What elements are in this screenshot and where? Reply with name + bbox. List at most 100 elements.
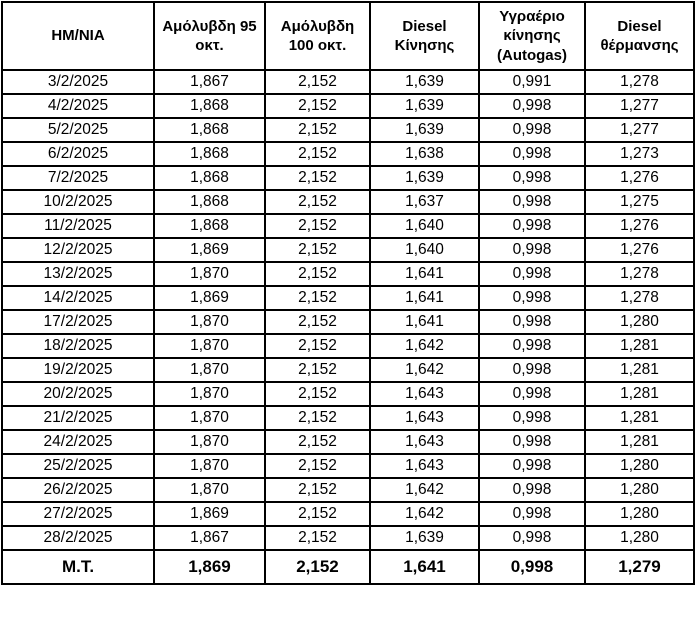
date-cell: 24/2/2025 [1,429,155,455]
summary-label: Μ.Τ. [1,549,155,585]
price-cell: 2,152 [264,357,371,383]
table-row: 28/2/2025 1,867 2,152 1,639 0,998 1,280 [1,525,695,551]
price-cell: 1,641 [369,309,480,335]
price-cell: 1,868 [153,213,266,239]
price-cell: 1,640 [369,237,480,263]
price-cell: 2,152 [264,405,371,431]
date-cell: 12/2/2025 [1,237,155,263]
price-cell: 1,637 [369,189,480,215]
price-cell: 2,152 [264,333,371,359]
price-cell: 1,273 [584,141,695,167]
price-cell: 0,998 [478,189,586,215]
price-cell: 0,998 [478,333,586,359]
fuel-price-table: ΗΜ/ΝΙΑ Αμόλυβδη 95 οκτ. Αμόλυβδη 100 οκτ. D… [1,1,695,585]
table-row: 14/2/2025 1,869 2,152 1,641 0,998 1,278 [1,285,695,311]
price-cell: 0,998 [478,309,586,335]
price-cell: 1,870 [153,333,266,359]
price-cell: 1,277 [584,117,695,143]
price-cell: 1,869 [153,285,266,311]
table-row: 4/2/2025 1,868 2,152 1,639 0,998 1,277 [1,93,695,119]
price-cell: 1,278 [584,261,695,287]
date-cell: 4/2/2025 [1,93,155,119]
summary-price-cell: 1,641 [369,549,480,585]
price-cell: 1,643 [369,429,480,455]
date-cell: 6/2/2025 [1,141,155,167]
price-cell: 1,868 [153,189,266,215]
price-cell: 2,152 [264,309,371,335]
price-cell: 0,998 [478,381,586,407]
summary-price-cell: 1,279 [584,549,695,585]
date-cell: 18/2/2025 [1,333,155,359]
price-cell: 2,152 [264,477,371,503]
summary-price-cell: 1,869 [153,549,266,585]
table-row: 26/2/2025 1,870 2,152 1,642 0,998 1,280 [1,477,695,503]
table-row: 10/2/2025 1,868 2,152 1,637 0,998 1,275 [1,189,695,215]
price-cell: 0,998 [478,501,586,527]
price-cell: 2,152 [264,429,371,455]
date-cell: 14/2/2025 [1,285,155,311]
table-row: 6/2/2025 1,868 2,152 1,638 0,998 1,273 [1,141,695,167]
price-cell: 0,998 [478,213,586,239]
price-cell: 2,152 [264,285,371,311]
price-cell: 1,276 [584,213,695,239]
table-row: 19/2/2025 1,870 2,152 1,642 0,998 1,281 [1,357,695,383]
column-header-1: Αμόλυβδη 95 οκτ. [153,1,266,71]
price-cell: 1,276 [584,237,695,263]
table-row: 12/2/2025 1,869 2,152 1,640 0,998 1,276 [1,237,695,263]
price-cell: 2,152 [264,237,371,263]
column-header-2: Αμόλυβδη 100 οκτ. [264,1,371,71]
price-cell: 2,152 [264,165,371,191]
price-cell: 1,278 [584,69,695,95]
table-row: 17/2/2025 1,870 2,152 1,641 0,998 1,280 [1,309,695,335]
price-cell: 2,152 [264,453,371,479]
price-cell: 1,643 [369,453,480,479]
price-cell: 0,998 [478,405,586,431]
price-cell: 1,870 [153,309,266,335]
date-cell: 3/2/2025 [1,69,155,95]
price-cell: 1,639 [369,165,480,191]
table-row: 20/2/2025 1,870 2,152 1,643 0,998 1,281 [1,381,695,407]
price-cell: 1,280 [584,501,695,527]
date-cell: 7/2/2025 [1,165,155,191]
table-row: 11/2/2025 1,868 2,152 1,640 0,998 1,276 [1,213,695,239]
table-row: 18/2/2025 1,870 2,152 1,642 0,998 1,281 [1,333,695,359]
price-cell: 1,642 [369,333,480,359]
price-cell: 1,870 [153,261,266,287]
price-cell: 0,998 [478,453,586,479]
price-cell: 1,867 [153,525,266,551]
summary-price-cell: 2,152 [264,549,371,585]
price-cell: 1,870 [153,405,266,431]
price-cell: 1,870 [153,429,266,455]
date-cell: 17/2/2025 [1,309,155,335]
table-row: 13/2/2025 1,870 2,152 1,641 0,998 1,278 [1,261,695,287]
table-row: 27/2/2025 1,869 2,152 1,642 0,998 1,280 [1,501,695,527]
price-cell: 1,641 [369,285,480,311]
price-cell: 1,643 [369,381,480,407]
price-cell: 0,998 [478,93,586,119]
price-cell: 0,998 [478,261,586,287]
price-cell: 1,277 [584,93,695,119]
price-cell: 1,280 [584,525,695,551]
date-cell: 10/2/2025 [1,189,155,215]
table-row: 5/2/2025 1,868 2,152 1,639 0,998 1,277 [1,117,695,143]
price-cell: 1,643 [369,405,480,431]
price-cell: 1,868 [153,165,266,191]
price-cell: 1,275 [584,189,695,215]
date-cell: 19/2/2025 [1,357,155,383]
price-cell: 0,998 [478,237,586,263]
price-cell: 0,998 [478,357,586,383]
price-cell: 1,281 [584,357,695,383]
table-row: 3/2/2025 1,867 2,152 1,639 0,991 1,278 [1,69,695,95]
price-cell: 1,640 [369,213,480,239]
price-cell: 2,152 [264,213,371,239]
price-cell: 1,281 [584,381,695,407]
price-cell: 1,642 [369,477,480,503]
price-cell: 1,280 [584,477,695,503]
price-cell: 1,281 [584,333,695,359]
price-cell: 2,152 [264,381,371,407]
price-cell: 2,152 [264,141,371,167]
date-cell: 21/2/2025 [1,405,155,431]
price-cell: 2,152 [264,501,371,527]
price-cell: 2,152 [264,93,371,119]
summary-row: Μ.Τ. 1,869 2,152 1,641 0,998 1,279 [1,549,695,585]
